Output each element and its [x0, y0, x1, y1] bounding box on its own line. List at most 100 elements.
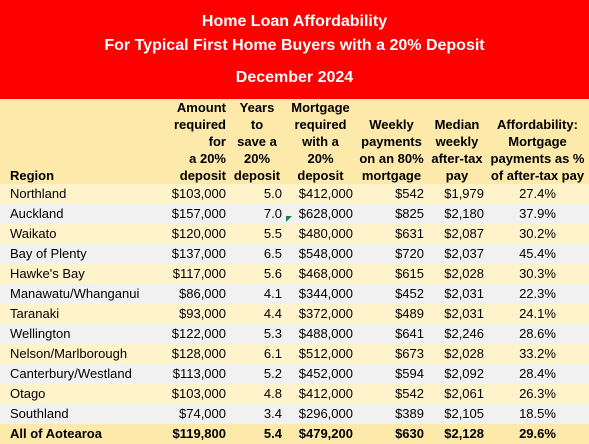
cell-affordability[interactable]: 27.4% — [488, 184, 589, 204]
cell-mortgage-total[interactable]: $479,200 — [286, 424, 357, 444]
cell-weekly[interactable]: $489 — [357, 304, 428, 324]
cell-weekly[interactable]: $389 — [357, 404, 428, 424]
cell-years[interactable]: 5.2 — [230, 364, 286, 384]
title-line-2: For Typical First Home Buyers with a 20%… — [104, 37, 485, 54]
cell-amount[interactable]: $157,000 — [156, 204, 230, 224]
cell-mortgage[interactable]: $412,000 — [286, 384, 357, 404]
cell-mortgage[interactable]: $512,000 — [286, 344, 357, 364]
cell-region[interactable]: Waikato — [0, 224, 156, 244]
cell-mortgage[interactable]: $296,000 — [286, 404, 357, 424]
col-header-amount[interactable]: Amount required for a 20% deposit — [156, 99, 230, 184]
cell-weekly[interactable]: $615 — [357, 264, 428, 284]
cell-median[interactable]: $2,092 — [428, 364, 488, 384]
cell-region[interactable]: Taranaki — [0, 304, 156, 324]
cell-weekly[interactable]: $542 — [357, 184, 428, 204]
cell-affordability[interactable]: 18.5% — [488, 404, 589, 424]
cell-mortgage[interactable]: $452,000 — [286, 364, 357, 384]
cell-years[interactable]: 6.1 — [230, 344, 286, 364]
cell-years[interactable]: 6.5 — [230, 244, 286, 264]
cell-amount[interactable]: $128,000 — [156, 344, 230, 364]
cell-median[interactable]: $2,105 — [428, 404, 488, 424]
cell-median[interactable]: $2,031 — [428, 304, 488, 324]
col-header-median[interactable]: Median weekly after-tax pay — [428, 99, 488, 184]
cell-years[interactable]: 4.4 — [230, 304, 286, 324]
cell-amount[interactable]: $137,000 — [156, 244, 230, 264]
cell-mortgage[interactable]: $628,000 — [286, 204, 357, 224]
cell-amount[interactable]: $120,000 — [156, 224, 230, 244]
cell-affordability-total[interactable]: 29.6% — [488, 424, 589, 444]
cell-weekly[interactable]: $641 — [357, 324, 428, 344]
cell-years-total[interactable]: 5.4 — [230, 424, 286, 444]
cell-region-total[interactable]: All of Aotearoa — [0, 424, 156, 444]
cell-affordability[interactable]: 28.4% — [488, 364, 589, 384]
col-header-weekly[interactable]: Weekly payments on an 80% mortgage — [357, 99, 428, 184]
cell-mortgage[interactable]: $480,000 — [286, 224, 357, 244]
cell-years[interactable]: 7.0 — [230, 204, 286, 224]
cell-median[interactable]: $2,180 — [428, 204, 488, 224]
cell-mortgage[interactable]: $548,000 — [286, 244, 357, 264]
cell-years[interactable]: 4.1 — [230, 284, 286, 304]
cell-amount[interactable]: $93,000 — [156, 304, 230, 324]
cell-region[interactable]: Nelson/Marlborough — [0, 344, 156, 364]
cell-region[interactable]: Northland — [0, 184, 156, 204]
cell-mortgage[interactable]: $412,000 — [286, 184, 357, 204]
cell-affordability[interactable]: 33.2% — [488, 344, 589, 364]
col-header-mortgage[interactable]: Mortgage required with a 20% deposit — [286, 99, 357, 184]
cell-weekly[interactable]: $542 — [357, 384, 428, 404]
cell-affordability[interactable]: 30.2% — [488, 224, 589, 244]
cell-median[interactable]: $2,028 — [428, 344, 488, 364]
table-body: Northland $103,000 5.0 $412,000 $542 $1,979 27… — [0, 184, 589, 444]
col-header-affordability[interactable]: Affordability: Mortgage payments as % of af… — [488, 99, 589, 184]
cell-weekly[interactable]: $594 — [357, 364, 428, 384]
cell-amount[interactable]: $86,000 — [156, 284, 230, 304]
cell-amount[interactable]: $103,000 — [156, 184, 230, 204]
cell-years[interactable]: 4.8 — [230, 384, 286, 404]
cell-amount[interactable]: $74,000 — [156, 404, 230, 424]
cell-region[interactable]: Bay of Plenty — [0, 244, 156, 264]
cell-median[interactable]: $2,028 — [428, 264, 488, 284]
cell-weekly[interactable]: $631 — [357, 224, 428, 244]
cell-weekly[interactable]: $673 — [357, 344, 428, 364]
cell-amount[interactable]: $103,000 — [156, 384, 230, 404]
cell-median-total[interactable]: $2,128 — [428, 424, 488, 444]
cell-weekly[interactable]: $452 — [357, 284, 428, 304]
cell-amount[interactable]: $122,000 — [156, 324, 230, 344]
cell-region[interactable]: Manawatu/Whanganui — [0, 284, 156, 304]
cell-median[interactable]: $2,031 — [428, 284, 488, 304]
cell-median[interactable]: $2,087 — [428, 224, 488, 244]
cell-mortgage[interactable]: $372,000 — [286, 304, 357, 324]
cell-mortgage[interactable]: $344,000 — [286, 284, 357, 304]
cell-amount-total[interactable]: $119,800 — [156, 424, 230, 444]
cell-years[interactable]: 5.3 — [230, 324, 286, 344]
cell-affordability[interactable]: 45.4% — [488, 244, 589, 264]
cell-years[interactable]: 3.4 — [230, 404, 286, 424]
cell-amount[interactable]: $113,000 — [156, 364, 230, 384]
cell-years[interactable]: 5.0 — [230, 184, 286, 204]
col-header-years[interactable]: Years to save a 20% deposit — [230, 99, 286, 184]
cell-weekly[interactable]: $825 — [357, 204, 428, 224]
cell-amount[interactable]: $117,000 — [156, 264, 230, 284]
cell-region[interactable]: Canterbury/Westland — [0, 364, 156, 384]
cell-median[interactable]: $1,979 — [428, 184, 488, 204]
cell-region[interactable]: Wellington — [0, 324, 156, 344]
cell-median[interactable]: $2,061 — [428, 384, 488, 404]
cell-years[interactable]: 5.6 — [230, 264, 286, 284]
cell-region[interactable]: Southland — [0, 404, 156, 424]
cell-years[interactable]: 5.5 — [230, 224, 286, 244]
col-header-region[interactable]: Region — [0, 99, 156, 184]
cell-affordability[interactable]: 30.3% — [488, 264, 589, 284]
cell-median[interactable]: $2,246 — [428, 324, 488, 344]
cell-mortgage[interactable]: $488,000 — [286, 324, 357, 344]
cell-weekly-total[interactable]: $630 — [357, 424, 428, 444]
cell-affordability[interactable]: 37.9% — [488, 204, 589, 224]
cell-weekly[interactable]: $720 — [357, 244, 428, 264]
cell-affordability[interactable]: 26.3% — [488, 384, 589, 404]
cell-region[interactable]: Hawke's Bay — [0, 264, 156, 284]
cell-affordability[interactable]: 28.6% — [488, 324, 589, 344]
cell-affordability[interactable]: 22.3% — [488, 284, 589, 304]
cell-region[interactable]: Otago — [0, 384, 156, 404]
cell-median[interactable]: $2,037 — [428, 244, 488, 264]
cell-affordability[interactable]: 24.1% — [488, 304, 589, 324]
cell-region[interactable]: Auckland — [0, 204, 156, 224]
cell-mortgage[interactable]: $468,000 — [286, 264, 357, 284]
